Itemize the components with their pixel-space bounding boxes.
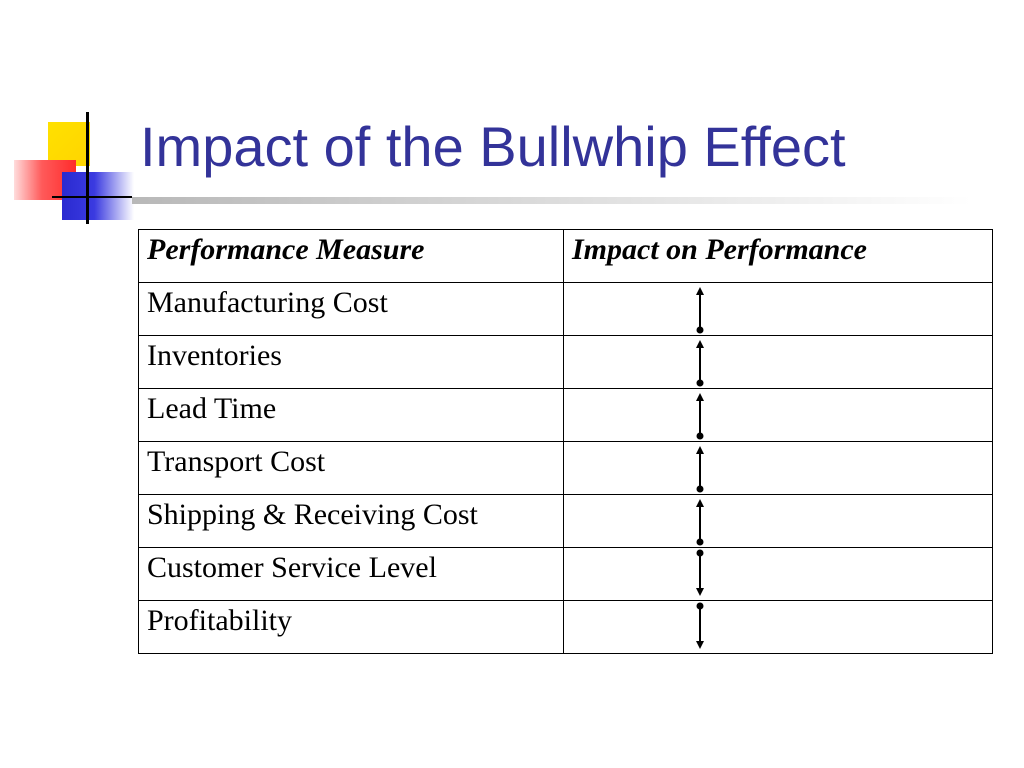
impact-cell [563,282,993,336]
slide-title: Impact of the Bullwhip Effect [140,115,846,178]
up-arrow-icon [696,446,704,493]
measure-cell: Shipping & Receiving Cost [138,494,564,548]
table-row: Manufacturing Cost [138,282,993,336]
down-arrow-icon [696,549,704,596]
impact-cell [563,547,993,601]
measure-cell: Lead Time [138,388,564,442]
impact-cell [563,441,993,495]
header-performance-measure: Performance Measure [138,229,564,283]
logo-vertical-line [86,112,89,224]
table-row: Inventories [138,335,993,389]
impact-cell [563,494,993,548]
impact-cell [563,335,993,389]
measure-cell: Inventories [138,335,564,389]
up-arrow-icon [696,393,704,440]
performance-table: Performance Measure Impact on Performanc… [138,229,993,654]
up-arrow-icon [696,499,704,546]
impact-cell [563,388,993,442]
up-arrow-icon [696,287,704,334]
table-header-row: Performance Measure Impact on Performanc… [138,229,993,283]
logo-yellow-square [48,122,90,166]
header-impact-on-performance: Impact on Performance [563,229,993,283]
table-row: Shipping & Receiving Cost [138,494,993,548]
down-arrow-icon [696,602,704,649]
measure-cell: Customer Service Level [138,547,564,601]
logo-horizontal-line [52,196,132,198]
measure-cell: Profitability [138,600,564,654]
table-row: Transport Cost [138,441,993,495]
impact-cell [563,600,993,654]
up-arrow-icon [696,340,704,387]
title-underline [132,197,972,204]
table-row: Lead Time [138,388,993,442]
measure-cell: Transport Cost [138,441,564,495]
table-row: Customer Service Level [138,547,993,601]
measure-cell: Manufacturing Cost [138,282,564,336]
table-row: Profitability [138,600,993,654]
